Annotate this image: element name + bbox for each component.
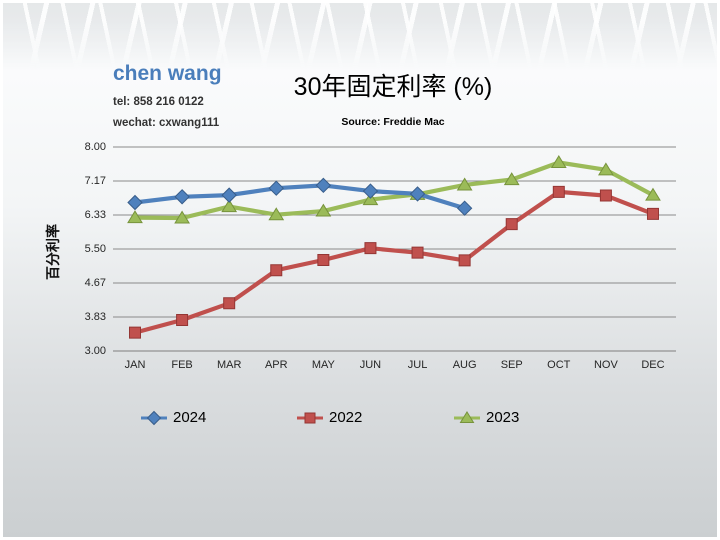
line-chart-plot bbox=[113, 146, 676, 352]
x-tick-label: SEP bbox=[500, 359, 523, 371]
series-2022-marker bbox=[552, 185, 565, 198]
legend-marker-shape bbox=[304, 412, 316, 424]
series-2022-marker bbox=[129, 326, 141, 339]
series-2024-marker bbox=[362, 183, 379, 199]
chart-source-note: Source: Freddie Mac bbox=[341, 116, 445, 128]
legend-square-icon bbox=[297, 412, 323, 424]
series-2022-marker bbox=[599, 189, 612, 202]
legend-item-2022: 2022 bbox=[296, 409, 362, 427]
legend-marker-shape bbox=[459, 411, 475, 423]
series-2024-marker bbox=[127, 194, 143, 211]
legend-diamond-icon bbox=[141, 410, 167, 426]
legend-label: 2023 bbox=[486, 409, 520, 426]
series-2024-marker bbox=[315, 177, 332, 194]
y-tick-label: 4.67 bbox=[84, 277, 106, 289]
chart-title: 30年固定利率 (%) bbox=[293, 73, 493, 101]
x-tick-label: OCT bbox=[547, 359, 571, 371]
series-2023-marker bbox=[362, 192, 379, 206]
series-2022-marker bbox=[505, 218, 518, 231]
series-2022-marker bbox=[270, 264, 283, 277]
series-2022-marker bbox=[364, 242, 377, 255]
series-2022-marker bbox=[646, 207, 659, 220]
series-line-2023 bbox=[132, 160, 656, 221]
series-2022-marker bbox=[223, 297, 236, 310]
x-tick-label: MAR bbox=[216, 359, 242, 371]
series-2024-marker bbox=[268, 180, 284, 196]
series-2024-marker bbox=[221, 187, 237, 203]
y-tick-label: 3.83 bbox=[84, 311, 106, 323]
series-2023-marker bbox=[456, 177, 473, 191]
series-2022-marker bbox=[411, 246, 424, 259]
series-2024-marker bbox=[409, 186, 426, 202]
y-tick-label: 7.17 bbox=[84, 175, 106, 187]
series-2024-marker bbox=[174, 189, 190, 205]
series-2023-marker bbox=[315, 203, 332, 217]
y-tick-label: 6.33 bbox=[84, 209, 106, 221]
legend-label: 2024 bbox=[173, 409, 207, 426]
y-tick-label: 8.00 bbox=[84, 141, 106, 153]
series-2023-marker bbox=[174, 210, 190, 224]
x-tick-label: FEB bbox=[171, 359, 193, 371]
y-tick-label: 3.00 bbox=[84, 345, 106, 357]
legend-triangle-icon bbox=[454, 411, 480, 423]
series-line-2022 bbox=[132, 189, 656, 335]
series-2023-marker bbox=[503, 172, 520, 186]
slide-texture-pattern bbox=[3, 3, 717, 69]
legend-item-2024: 2024 bbox=[140, 409, 206, 427]
series-2022-marker bbox=[458, 254, 471, 267]
series-2023-marker bbox=[645, 187, 661, 201]
legend-marker-shape bbox=[146, 410, 162, 426]
contact-block: chen wang tel: 858 216 0122 wechat: cxwa… bbox=[113, 61, 222, 129]
series-2024-marker bbox=[456, 200, 473, 216]
series-line-2024 bbox=[132, 183, 467, 211]
x-tick-label: NOV bbox=[593, 359, 618, 371]
contact-tel: tel: 858 216 0122 bbox=[113, 96, 204, 108]
series-2022-marker bbox=[317, 254, 330, 267]
x-tick-label: JAN bbox=[124, 359, 146, 371]
x-tick-label: JUN bbox=[359, 359, 382, 371]
series-2023-marker bbox=[221, 199, 238, 213]
contact-name: chen wang bbox=[113, 62, 222, 85]
legend-label: 2022 bbox=[329, 409, 363, 426]
x-tick-label: AUG bbox=[452, 359, 477, 371]
series-2023-marker bbox=[550, 155, 567, 169]
x-tick-label: DEC bbox=[641, 359, 665, 371]
series-2022-marker bbox=[176, 313, 189, 326]
y-tick-label: 5.50 bbox=[84, 243, 106, 255]
x-tick-label: MAY bbox=[311, 359, 335, 371]
x-tick-label: APR bbox=[264, 359, 288, 371]
contact-wechat: wechat: cxwang111 bbox=[113, 117, 220, 129]
series-2023-marker bbox=[127, 210, 143, 224]
series-2023-marker bbox=[598, 162, 614, 176]
series-2023-marker bbox=[268, 207, 285, 221]
x-tick-label: JUL bbox=[407, 359, 428, 371]
legend-item-2023: 2023 bbox=[453, 409, 519, 427]
slide-background: chen wang tel: 858 216 0122 wechat: cxwa… bbox=[3, 3, 717, 537]
